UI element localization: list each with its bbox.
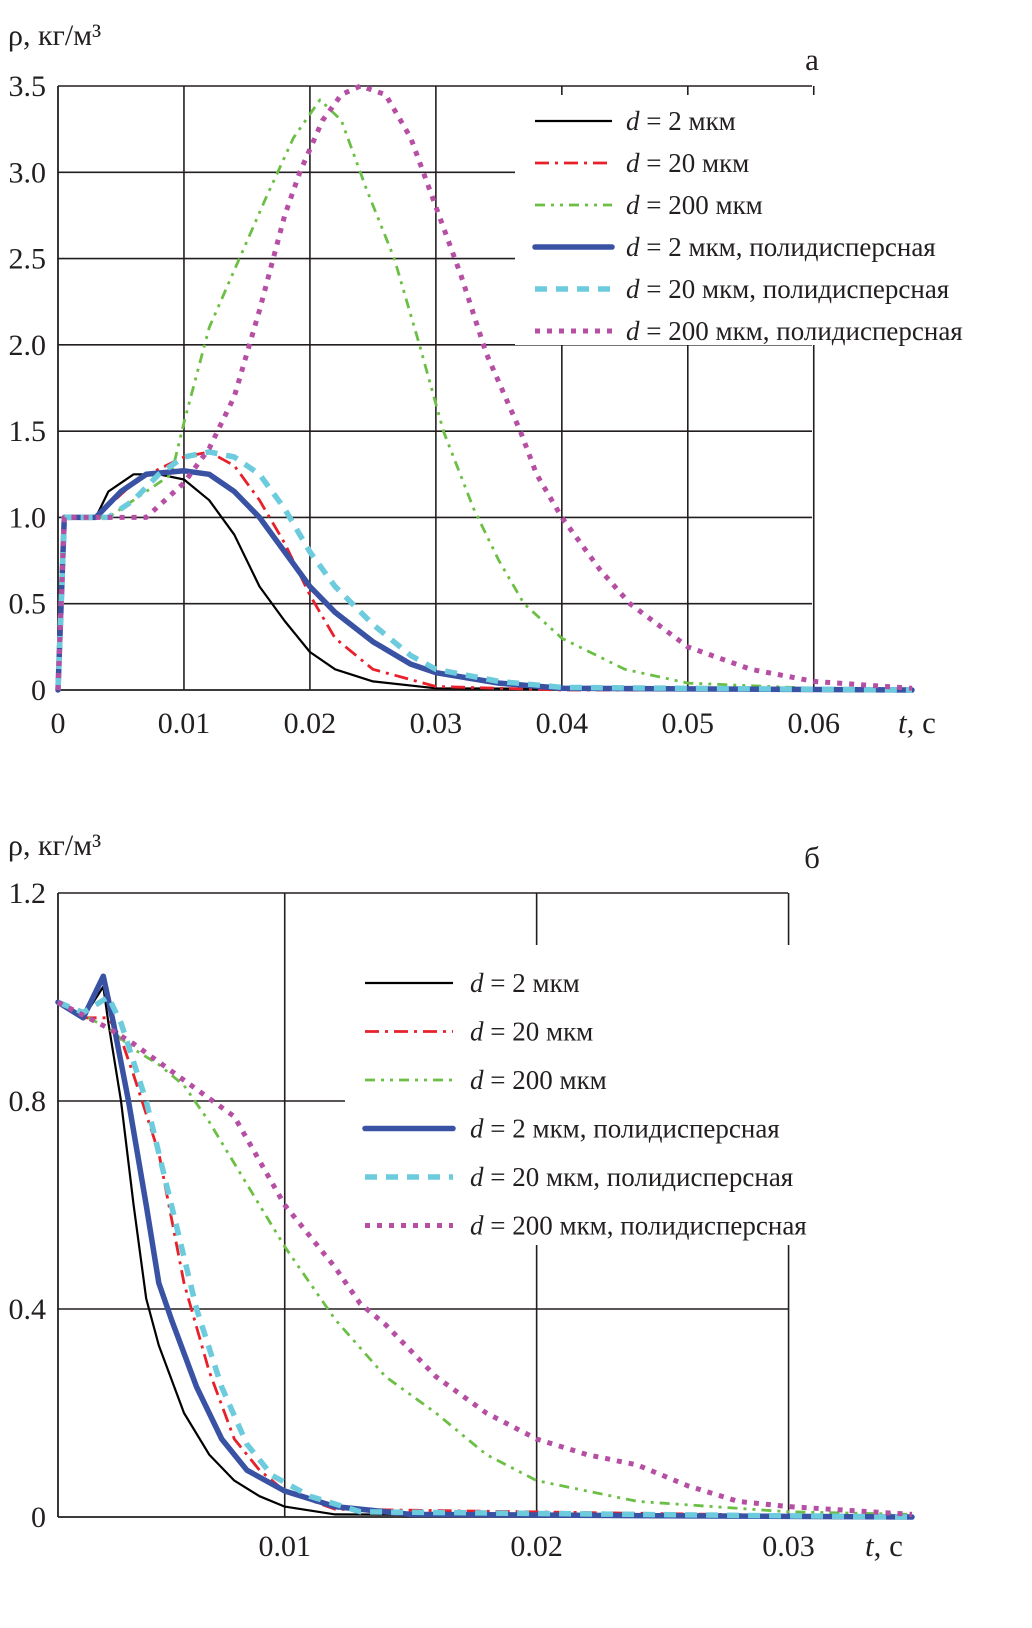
legend-entry-text: = 2 мкм <box>640 106 736 136</box>
legend-entry-var: d <box>626 232 640 262</box>
legend-entry: d = 200 мкм, полидисперсная <box>626 316 963 346</box>
y-tick-label: 0 <box>31 1501 46 1534</box>
x-tick-label: 0.01 <box>158 707 211 740</box>
legend-entry-text: = 20 мкм, полидисперсная <box>484 1162 794 1192</box>
legend-entry-var: d <box>470 1114 484 1144</box>
y-tick-label: 1.2 <box>9 877 47 910</box>
y-tick-label: 0.4 <box>9 1293 47 1326</box>
x-axis-label-var: t <box>898 705 908 740</box>
chart-б: 0 0.4 0.8 1.2 0.01 0.02 0.03 t, с ρ, кг/м³ б d = 2… <box>8 829 915 1563</box>
legend-entry-var: d <box>470 968 484 998</box>
legend-entry-text: = 200 мкм, полидисперсная <box>640 316 963 346</box>
x-axis-label-unit: , с <box>874 1528 903 1563</box>
y-tick-label: 0.8 <box>9 1085 47 1118</box>
x-tick-label: 0 <box>51 707 66 740</box>
legend-entry: d = 20 мкм, полидисперсная <box>626 274 949 304</box>
x-axis-label: t, с <box>898 705 936 740</box>
series-line <box>56 98 913 691</box>
x-tick-label: 0.04 <box>536 707 589 740</box>
x-tick-label: 0.03 <box>410 707 463 740</box>
panel-label: б <box>804 840 820 875</box>
legend-entry: d = 200 мкм <box>626 190 763 220</box>
legend-entry-text: = 200 мкм <box>484 1065 607 1095</box>
x-axis-label-var: t <box>865 1528 875 1563</box>
x-tick-label: 0.05 <box>662 707 715 740</box>
chart-а: 0 0.5 1.0 1.5 2.0 2.5 3.0 3.5 0 0.01 0.02 0.03 0.04 0… <box>8 19 1025 740</box>
legend-entry-var: d <box>470 1211 484 1241</box>
series-line <box>57 1000 913 1516</box>
x-tick-label: 0.02 <box>284 707 337 740</box>
y-axis-label: ρ, кг/м³ <box>8 19 101 52</box>
y-tick-label: 0 <box>31 674 46 707</box>
y-tick-label: 1.5 <box>9 415 47 448</box>
series-line <box>57 1001 913 1519</box>
legend-background <box>515 95 1025 345</box>
legend-entry: d = 200 мкм <box>470 1065 607 1095</box>
legend-entry-var: d <box>626 148 640 178</box>
series-line <box>55 468 915 693</box>
legend-entry-var: d <box>470 1017 484 1047</box>
legend-entry-text: = 20 мкм <box>640 148 750 178</box>
y-tick-label: 2.0 <box>9 329 47 362</box>
panel-label: а <box>805 42 819 77</box>
x-tick-label: 0.03 <box>762 1530 815 1563</box>
y-tick-label: 0.5 <box>9 588 47 621</box>
x-axis-label: t, с <box>865 1528 903 1563</box>
legend-entry-var: d <box>470 1065 484 1095</box>
legend-entry-var: d <box>470 1162 484 1192</box>
legend-entry-var: d <box>626 190 640 220</box>
series-line <box>56 994 913 1520</box>
legend-entry: d = 2 мкм <box>470 968 580 998</box>
legend-entry: d = 20 мкм <box>626 148 749 178</box>
y-axis-label: ρ, кг/м³ <box>8 829 101 862</box>
y-tick-label: 2.5 <box>9 243 47 276</box>
legend-entry-text: = 200 мкм, полидисперсная <box>484 1211 807 1241</box>
legend-entry: d = 2 мкм <box>626 106 736 136</box>
legend-entry: d = 20 мкм <box>470 1017 593 1047</box>
legend-entry-text: = 20 мкм, полидисперсная <box>640 274 950 304</box>
y-tick-label: 1.0 <box>9 501 47 534</box>
legend-entry-text: = 200 мкм <box>640 190 763 220</box>
legend-entry: d = 20 мкм, полидисперсная <box>470 1162 793 1192</box>
x-axis-label-unit: , с <box>907 705 936 740</box>
series-line <box>56 473 913 692</box>
legend-entry: d = 2 мкм, полидисперсная <box>470 1114 780 1144</box>
series-line <box>56 450 912 692</box>
legend-entry-text: = 2 мкм <box>484 968 580 998</box>
legend-entry: d = 200 мкм, полидисперсная <box>470 1211 807 1241</box>
y-tick-label: 3.0 <box>9 156 47 189</box>
legend-entry-text: = 2 мкм, полидисперсная <box>640 232 936 262</box>
x-tick-label: 0.02 <box>510 1530 563 1563</box>
series-line <box>56 999 913 1517</box>
legend-entry: d = 2 мкм, полидисперсная <box>626 232 936 262</box>
legend-background <box>345 945 865 1245</box>
legend-entry-var: d <box>626 274 640 304</box>
y-tick-label: 3.5 <box>9 70 47 103</box>
legend-entry-var: d <box>626 106 640 136</box>
legend-entry-text: = 2 мкм, полидисперсная <box>484 1114 780 1144</box>
x-tick-label: 0.06 <box>788 707 841 740</box>
series-line <box>55 449 913 693</box>
legend-entry-text: = 20 мкм <box>484 1017 594 1047</box>
x-tick-label: 0.01 <box>258 1530 311 1563</box>
legend-entry-var: d <box>626 316 640 346</box>
